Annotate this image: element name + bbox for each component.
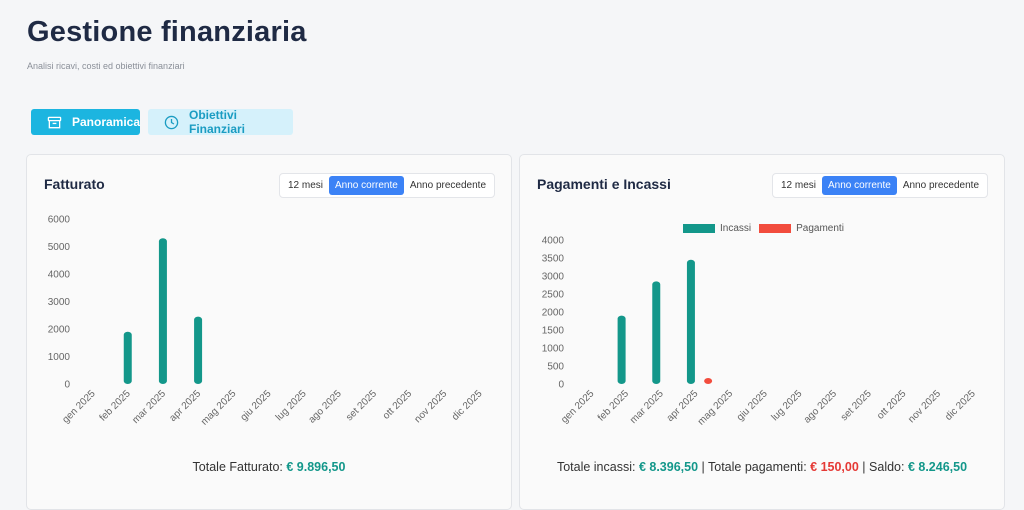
y-tick-label: 2000: [48, 325, 71, 336]
x-tick-label: ago 2025: [802, 388, 840, 426]
y-tick-label: 2000: [542, 308, 565, 319]
y-tick-label: 3000: [542, 272, 565, 283]
legend-swatch-pagamenti: [759, 224, 792, 233]
fatturato-card: Fatturato 12 mesi Anno corrente Anno pre…: [26, 154, 512, 510]
x-tick-label: gen 2025: [559, 388, 597, 426]
y-tick-label: 0: [558, 380, 564, 391]
bar-fatturato: [158, 238, 167, 384]
x-tick-label: nov 2025: [412, 388, 449, 425]
x-tick-label: lug 2025: [274, 388, 309, 423]
x-tick-label: ago 2025: [307, 388, 345, 426]
totals-separator-1: |: [698, 460, 708, 474]
fatturato-period-selector: 12 mesi Anno corrente Anno precedente: [278, 173, 495, 198]
x-tick-label: ott 2025: [875, 388, 909, 422]
fatturato-chart: 0 1000 2000 3000 4000 5000 6000 gen 2025 feb 202…: [48, 215, 485, 428]
x-tick-label: apr 2025: [665, 388, 701, 424]
saldo-label: Saldo:: [869, 460, 908, 474]
fatturato-title: Fatturato: [44, 176, 105, 192]
y-tick-label: 2500: [542, 290, 565, 301]
y-tick-label: 4000: [48, 270, 71, 281]
x-tick-label: gen 2025: [60, 388, 98, 426]
bar-incassi: [686, 259, 695, 384]
x-tick-label: dic 2025: [450, 388, 485, 423]
tab-obiettivi-label: Obiettivi Finanziari: [189, 108, 246, 136]
bar-incassi: [617, 315, 626, 384]
legend-label-pagamenti[interactable]: Pagamenti: [796, 223, 844, 234]
pagamenti-title: Pagamenti e Incassi: [537, 176, 671, 192]
page-title: Gestione finanziaria: [27, 16, 307, 48]
chart-legend: Incassi Pagamenti: [683, 223, 844, 234]
x-tick-label: apr 2025: [168, 388, 204, 424]
x-tick-label: feb 2025: [98, 388, 134, 424]
y-tick-label: 500: [547, 362, 564, 373]
x-tick-label: mag 2025: [696, 388, 736, 428]
y-tick-label: 4000: [542, 236, 565, 247]
pagamenti-period-anno-corrente[interactable]: Anno corrente: [822, 176, 897, 195]
legend-label-incassi[interactable]: Incassi: [720, 223, 752, 234]
x-tick-label: set 2025: [839, 388, 874, 423]
pagamenti-period-selector: 12 mesi Anno corrente Anno precedente: [771, 173, 988, 198]
saldo-value: € 8.246,50: [907, 460, 968, 474]
archive-box-icon: [47, 115, 62, 130]
incassi-total-value: € 8.396,50: [638, 460, 699, 474]
tab-obiettivi-finanziari[interactable]: Obiettivi Finanziari: [148, 108, 293, 136]
pagamenti-total-label: Totale pagamenti:: [708, 460, 811, 474]
bar-fatturato: [123, 331, 132, 384]
y-tick-label: 0: [64, 380, 70, 391]
pagamenti-chart: 0 500 1000 1500 2000 2500 3000 3500 4000 gen 2025…: [542, 236, 978, 428]
x-tick-label: nov 2025: [906, 388, 943, 425]
incassi-total-label: Totale incassi:: [556, 460, 639, 474]
x-tick-label: ott 2025: [381, 388, 415, 422]
x-tick-label: dic 2025: [943, 388, 978, 423]
y-tick-label: 5000: [48, 242, 71, 253]
tab-panoramica[interactable]: Panoramica: [31, 109, 140, 135]
fatturato-totals: Totale Fatturato: € 9.896,50: [27, 460, 511, 474]
bar-incassi: [652, 281, 661, 384]
page-subtitle: Analisi ricavi, costi ed obiettivi finan…: [27, 61, 185, 71]
x-tick-label: mag 2025: [199, 388, 239, 428]
x-tick-label: set 2025: [344, 388, 379, 423]
pagamenti-period-anno-precedente[interactable]: Anno precedente: [902, 180, 979, 191]
clock-icon: [164, 115, 179, 130]
fatturato-period-anno-precedente[interactable]: Anno precedente: [409, 180, 486, 191]
pagamenti-total-value: € 150,00: [810, 460, 859, 474]
y-tick-label: 3500: [542, 254, 565, 265]
x-tick-label: giu 2025: [735, 388, 770, 423]
bar-fatturato: [194, 316, 203, 384]
x-tick-label: giu 2025: [239, 388, 274, 423]
x-tick-label: mar 2025: [130, 388, 168, 426]
x-tick-label: lug 2025: [770, 388, 805, 423]
bar-pagamenti: [704, 378, 713, 384]
y-tick-label: 3000: [48, 297, 71, 308]
fatturato-period-anno-corrente[interactable]: Anno corrente: [329, 176, 404, 195]
y-tick-label: 1000: [542, 344, 565, 355]
legend-swatch-incassi: [683, 224, 715, 233]
y-tick-label: 6000: [48, 215, 71, 226]
x-tick-label: feb 2025: [596, 388, 632, 424]
totals-separator-2: |: [858, 460, 870, 474]
y-tick-label: 1500: [542, 326, 565, 337]
y-tick-label: 1000: [48, 352, 71, 363]
fatturato-totals-label: Totale Fatturato:: [192, 460, 287, 474]
pagamenti-period-12-mesi[interactable]: 12 mesi: [780, 180, 816, 191]
fatturato-period-12-mesi[interactable]: 12 mesi: [287, 180, 323, 191]
pagamenti-totals: Totale incassi: € 8.396,50 | Totale paga…: [520, 460, 1004, 474]
pagamenti-card: Pagamenti e Incassi 12 mesi Anno corrent…: [519, 154, 1005, 510]
x-tick-label: mar 2025: [628, 388, 666, 426]
tab-panoramica-label: Panoramica: [72, 115, 141, 129]
fatturato-totals-value: € 9.896,50: [286, 460, 346, 474]
